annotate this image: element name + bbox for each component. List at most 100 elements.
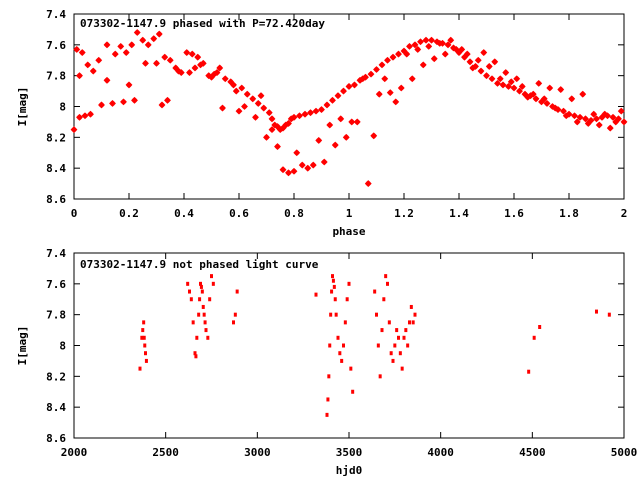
unphased-data-point <box>395 328 399 333</box>
unphased-data-point <box>338 351 342 356</box>
phased-data-point <box>164 96 171 104</box>
phased-data-point <box>348 118 356 126</box>
unphased-data-point <box>143 343 147 348</box>
phased-y-tick-label: 7.8 <box>46 70 66 83</box>
phased-data-point <box>389 53 397 61</box>
phased-data-point <box>436 39 444 47</box>
phased-data-point <box>494 79 501 87</box>
phased-data-point <box>307 109 314 117</box>
unphased-x-tick-label: 4500 <box>519 446 546 459</box>
phased-data-point <box>469 64 477 72</box>
phased-data-point <box>238 84 246 92</box>
phased-x-tick-label: 1.8 <box>559 207 579 220</box>
unphased-data-point <box>204 328 208 333</box>
phased-x-tick-label: 1.4 <box>449 207 469 220</box>
unphased-data-point <box>235 289 239 294</box>
phased-data-point <box>103 76 111 84</box>
phased-data-point <box>606 124 614 132</box>
phased-data-point <box>285 120 292 127</box>
phased-y-tick-label: 7.6 <box>46 39 66 52</box>
phased-y-tick-label: 8 <box>59 101 66 114</box>
phased-data-point <box>375 90 383 98</box>
unphased-data-point <box>343 320 347 325</box>
unphased-data-point <box>397 335 400 340</box>
phased-data-point <box>188 50 196 58</box>
phased-data-point <box>340 87 347 95</box>
phased-x-tick-label: 0.8 <box>284 207 304 220</box>
phased-data-point <box>496 75 504 83</box>
unphased-data-point <box>406 343 410 348</box>
phased-data-point <box>480 49 488 56</box>
unphased-data-point <box>330 289 334 294</box>
unphased-data-point <box>186 281 190 286</box>
phased-data-point <box>334 92 342 100</box>
phased-data-point <box>81 112 89 120</box>
unphased-x-tick-label: 5000 <box>611 446 638 459</box>
phased-data-point <box>293 149 301 157</box>
phased-data-point <box>76 113 83 121</box>
phased-data-point <box>353 118 361 126</box>
unphased-y-tick-label: 7.8 <box>46 309 66 322</box>
phased-data-point <box>551 104 559 112</box>
unphased-data-point <box>144 351 147 356</box>
unphased-data-point <box>347 281 351 286</box>
phased-data-point <box>191 64 199 72</box>
phased-data-point <box>499 81 507 89</box>
unphased-data-point <box>336 335 340 340</box>
phased-data-point <box>485 63 493 70</box>
phased-data-point <box>318 106 325 113</box>
unphased-data-point <box>144 358 148 363</box>
unphased-data-point <box>411 320 415 325</box>
phased-x-tick-label: 0 <box>71 207 78 220</box>
unphased-data-point <box>329 312 333 317</box>
unphased-y-tick-label: 7.4 <box>46 247 66 260</box>
phased-data-point <box>208 73 215 81</box>
phased-x-tick-label: 0.2 <box>119 207 139 220</box>
phased-data-point <box>463 50 471 58</box>
phased-data-point <box>257 92 265 100</box>
phased-x-tick-label: 0.4 <box>174 207 194 220</box>
unphased-data-point <box>391 358 395 363</box>
phased-data-point <box>331 141 339 149</box>
unphased-data-point <box>189 297 193 302</box>
phased-data-point <box>392 98 400 106</box>
phased-data-point <box>483 72 490 80</box>
phased-x-axis-title: phase <box>332 225 365 238</box>
phased-data-point <box>367 70 375 78</box>
unphased-data-point <box>199 284 203 289</box>
phased-data-point <box>507 78 515 86</box>
phased-data-point <box>477 67 485 75</box>
unphased-y-tick-label: 8.6 <box>46 432 66 445</box>
phased-data-point <box>582 115 589 123</box>
phased-data-point <box>243 90 251 98</box>
phased-data-point <box>153 59 160 67</box>
phased-data-point <box>505 83 512 90</box>
phased-data-point <box>111 50 119 58</box>
unphased-data-point <box>206 335 210 340</box>
phased-y-tick-label: 8.4 <box>46 162 66 175</box>
phased-data-point <box>78 49 86 56</box>
phased-data-point <box>103 41 111 49</box>
unphased-data-point <box>404 328 408 333</box>
phased-data-point <box>320 158 328 166</box>
phased-light-curve-panel: 0 0.2 0.4 0.6 0.8 1 1.2 1.4 1.6 1.8 2 7.4 7.6 7.8 8 8.2… <box>16 8 628 238</box>
phased-data-point <box>612 118 620 126</box>
phased-data-point <box>326 121 334 129</box>
phased-data-point <box>230 81 237 89</box>
phased-data-point <box>408 75 416 83</box>
phased-x-tick-label: 1 <box>346 207 353 220</box>
unphased-data-point <box>408 320 411 325</box>
phased-data-point <box>70 126 78 134</box>
phased-data-point <box>345 83 353 90</box>
phased-data-point <box>529 90 537 98</box>
unphased-data-point <box>376 343 380 348</box>
phased-data-point <box>518 83 526 90</box>
phased-data-point <box>562 112 570 120</box>
phased-data-point <box>263 133 270 141</box>
phased-data-point <box>128 41 136 49</box>
unphased-x-tick-label: 3500 <box>336 446 363 459</box>
phased-data-point <box>617 107 625 115</box>
phased-data-point <box>122 49 130 56</box>
phased-data-point <box>268 115 276 123</box>
phased-data-point <box>359 75 367 83</box>
